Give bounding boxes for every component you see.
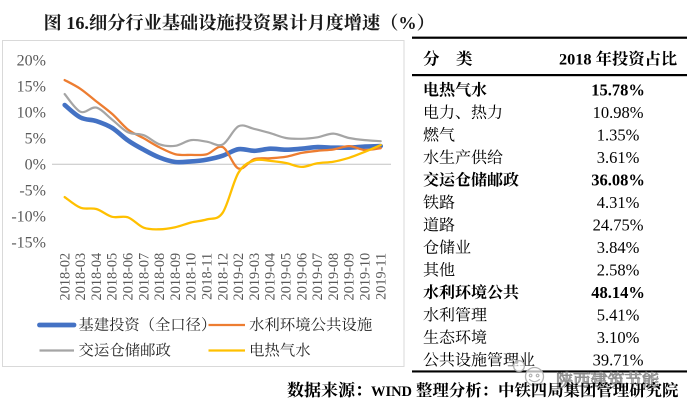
svg-text:-10%: -10% [11,209,46,226]
svg-text:2018-11: 2018-11 [200,253,216,300]
svg-text:-15%: -15% [11,235,46,252]
svg-text:3.84%: 3.84% [597,238,640,257]
svg-text:2018-10: 2018-10 [184,253,200,301]
svg-text:16.: 16. [62,13,89,33]
svg-text:2019-11: 2019-11 [373,253,389,300]
svg-text:2019-03: 2019-03 [247,253,263,301]
svg-text:15.78%: 15.78% [591,80,645,99]
svg-text:5.41%: 5.41% [597,305,640,324]
svg-text:3.61%: 3.61% [597,148,640,167]
svg-text:2018-06: 2018-06 [121,253,137,301]
svg-text:2018-04: 2018-04 [89,253,105,301]
svg-text:1.35%: 1.35% [597,125,640,144]
svg-text:0%: 0% [25,157,46,174]
svg-text:15%: 15% [17,79,46,96]
svg-text:2018-09: 2018-09 [168,253,184,301]
svg-text:2018-07: 2018-07 [136,253,152,301]
svg-text:10%: 10% [17,105,46,122]
svg-text:2.58%: 2.58% [597,260,640,279]
svg-text:2018-08: 2018-08 [152,253,168,301]
svg-text:2019-05: 2019-05 [279,253,295,301]
svg-text:10.98%: 10.98% [593,103,644,122]
svg-text:39.71%: 39.71% [593,350,644,369]
svg-text:2019-06: 2019-06 [294,253,310,301]
svg-text:2019-09: 2019-09 [342,253,358,301]
svg-text:2018-02: 2018-02 [57,253,73,301]
svg-text:2018-05: 2018-05 [105,253,121,301]
svg-text:3.10%: 3.10% [597,328,640,347]
svg-text:2019-04: 2019-04 [263,253,279,301]
svg-text:2018: 2018 [559,50,596,69]
svg-text:24.75%: 24.75% [593,215,644,234]
svg-text:-5%: -5% [19,183,46,200]
svg-text:WIND: WIND [371,384,412,400]
svg-text:2019-10: 2019-10 [358,253,374,301]
svg-text:48.14%: 48.14% [591,283,645,302]
svg-text:%: % [398,13,416,33]
svg-text:20%: 20% [17,53,46,70]
svg-text:2019-07: 2019-07 [310,253,326,301]
svg-text:2018-03: 2018-03 [73,253,89,301]
svg-text:5%: 5% [25,131,46,148]
svg-text:4.31%: 4.31% [597,193,640,212]
svg-text:36.08%: 36.08% [591,170,645,189]
svg-text:2019-02: 2019-02 [231,253,247,301]
svg-text:2019-08: 2019-08 [326,253,342,301]
svg-text:2018-12: 2018-12 [215,253,231,301]
